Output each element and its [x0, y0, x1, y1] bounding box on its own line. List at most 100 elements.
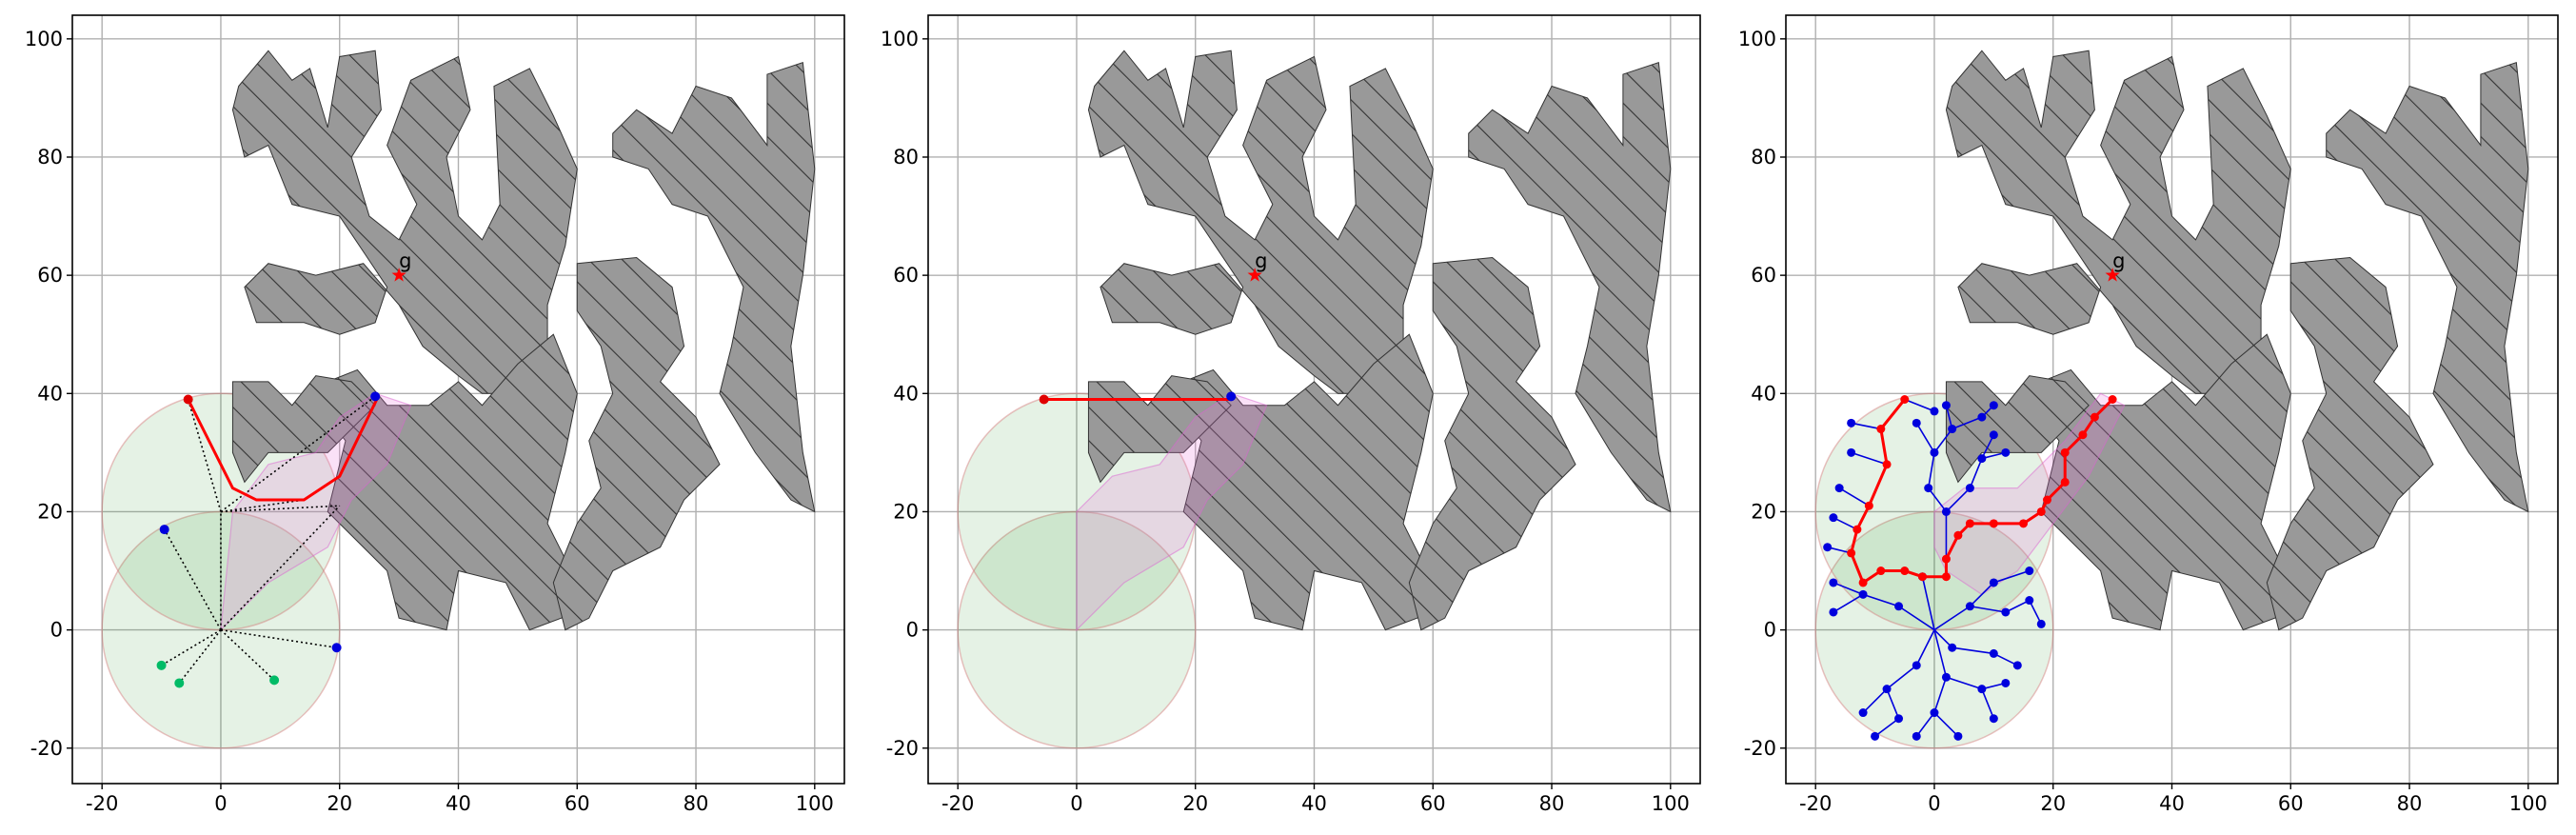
axes-frame — [71, 14, 845, 785]
plot-area: g — [101, 50, 815, 749]
tree-edge — [1898, 606, 1935, 631]
tree-node — [1829, 578, 1838, 587]
x-tick-label: -20 — [941, 792, 974, 815]
x-tick-label: 20 — [1182, 792, 1208, 815]
x-tick-label: -20 — [86, 792, 118, 815]
point — [331, 643, 342, 653]
goal-label: g — [1255, 249, 1267, 272]
x-tick-label: 40 — [446, 792, 471, 815]
tree-node — [1829, 513, 1838, 523]
y-tick-label: 40 — [37, 382, 63, 405]
tree-edge — [163, 528, 222, 630]
tree-node — [1989, 430, 1998, 440]
path-node — [1965, 519, 1974, 528]
tree-edge — [220, 628, 337, 649]
goal-marker — [2105, 268, 2120, 282]
y-tick-label: 80 — [1751, 146, 1776, 169]
point — [1039, 394, 1049, 405]
tree-edge — [1915, 422, 1935, 453]
y-tick-label: 0 — [50, 619, 63, 642]
tree-edge — [1927, 452, 1935, 488]
tree-edge — [1981, 688, 1995, 720]
x-tick-label: 20 — [2040, 792, 2066, 815]
path-node — [1989, 519, 1998, 528]
tree-node — [1930, 407, 1939, 416]
y-tick-label: -20 — [886, 737, 919, 760]
x-tick-label: 40 — [1301, 792, 1327, 815]
path-node — [1900, 395, 1910, 404]
path-node — [1864, 501, 1873, 510]
tree-edge — [1933, 428, 1953, 453]
path-node — [1917, 572, 1927, 582]
tree-edge — [1838, 487, 1870, 507]
tree-edge — [1915, 712, 1935, 737]
tree-edge — [1862, 593, 1899, 607]
path-node — [2036, 507, 2046, 516]
path-node — [2042, 495, 2051, 505]
x-tick-label: 60 — [1420, 792, 1446, 815]
tree-edge — [1886, 665, 1917, 690]
tree-edge — [1945, 487, 1971, 513]
path-line — [187, 395, 380, 502]
point — [156, 660, 167, 670]
tree-node — [1834, 484, 1844, 493]
tree-edge — [178, 629, 222, 684]
path-node — [1847, 548, 1856, 558]
tree-edge — [1915, 629, 1935, 666]
plot-area: g — [1814, 50, 2528, 749]
tree-edge — [1952, 416, 1983, 430]
goal-marker — [391, 268, 406, 282]
y-tick-label: 100 — [1738, 28, 1776, 50]
tree-edge — [1833, 516, 1858, 530]
path-node — [1853, 525, 1862, 534]
tree-node — [2036, 619, 2046, 628]
tree-edge — [1981, 434, 1995, 459]
tree-node — [1829, 607, 1838, 617]
tree-edge — [1886, 688, 1900, 720]
path-node — [1882, 460, 1892, 469]
y-tick-label: -20 — [1744, 737, 1776, 760]
tree-node — [1912, 731, 1921, 741]
tree-node — [1941, 401, 1951, 410]
goal-label: g — [399, 249, 411, 272]
path-node — [1876, 567, 1886, 576]
tree-edge — [1933, 629, 1948, 678]
point — [174, 678, 185, 688]
x-tick-label: 40 — [2159, 792, 2185, 815]
y-tick-label: 0 — [1764, 619, 1776, 642]
tree-node — [1823, 543, 1833, 552]
y-tick-label: 20 — [37, 500, 63, 523]
x-tick-label: 100 — [796, 792, 834, 815]
x-tick-label: 80 — [684, 792, 709, 815]
tree-node — [1858, 708, 1868, 718]
x-tick-label: 0 — [1928, 792, 1940, 815]
path-node — [2060, 477, 2070, 487]
tree-node — [1847, 418, 1856, 427]
point — [370, 391, 381, 402]
y-tick-label: 80 — [37, 146, 63, 169]
tree-node — [1912, 418, 1921, 427]
axes-frame — [1785, 14, 2559, 785]
tree-edge — [1970, 605, 2006, 613]
path-node — [1876, 425, 1886, 434]
tree-edge — [1874, 718, 1900, 737]
y-tick-label: 80 — [893, 146, 919, 169]
x-tick-label: -20 — [1799, 792, 1832, 815]
y-tick-label: 100 — [881, 28, 919, 50]
tree-edge — [1928, 487, 1948, 512]
x-tick-label: 100 — [2509, 792, 2547, 815]
tree-edge — [1969, 582, 1994, 607]
tree-edge — [1993, 569, 2031, 584]
panel: -20 0 20 40 60 80 100 -20 0 20 40 60 80 100 g — [881, 14, 1701, 815]
tree-edge — [1904, 398, 1935, 412]
y-tick-label: -20 — [30, 737, 63, 760]
x-tick-label: 80 — [1539, 792, 1565, 815]
tree-node — [2025, 567, 2034, 576]
goal-marker — [1247, 268, 1262, 282]
path-node — [2060, 447, 2070, 457]
y-tick-label: 20 — [1751, 500, 1776, 523]
tree-node — [1989, 714, 1998, 724]
path-node — [1941, 572, 1951, 582]
tree-edge — [2029, 600, 2042, 625]
